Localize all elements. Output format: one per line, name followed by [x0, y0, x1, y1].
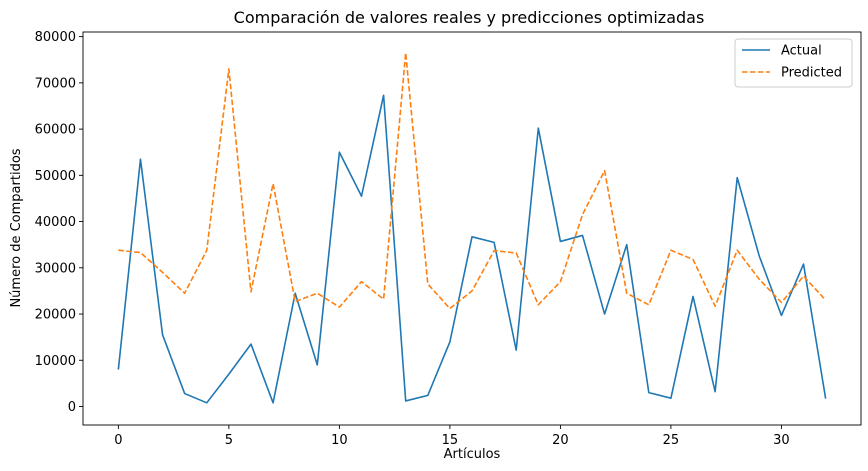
y-tick-label: 40000	[35, 215, 76, 230]
plot-frame	[82, 31, 862, 426]
x-tick-label: 30	[773, 433, 790, 448]
legend-label-predicted: Predicted	[781, 66, 842, 81]
y-axis-label: Número de Compartidos	[9, 148, 24, 307]
x-tick-label: 20	[552, 433, 569, 448]
y-tick-label: 30000	[35, 261, 76, 276]
legend-label-actual: Actual	[781, 44, 822, 59]
y-tick-label: 80000	[35, 30, 76, 45]
x-axis-label: Artículos	[444, 447, 501, 462]
x-tick-label: 10	[331, 433, 348, 448]
y-tick-label: 20000	[35, 308, 76, 323]
x-tick-label: 25	[663, 433, 680, 448]
y-tick-label: 70000	[35, 76, 76, 91]
y-tick-label: 0	[68, 400, 76, 415]
x-axis: 0 5 10 15 20 25 30	[114, 425, 790, 448]
series-line-actual	[117, 94, 827, 404]
y-tick-label: 60000	[35, 123, 76, 138]
legend: Actual Predicted	[734, 38, 853, 88]
y-tick-label: 10000	[35, 354, 76, 369]
x-tick-label: 15	[442, 433, 459, 448]
legend-box	[734, 38, 853, 88]
series-line-predicted	[118, 52, 827, 310]
series-layer	[117, 52, 827, 404]
y-tick-label: 50000	[35, 169, 76, 184]
y-axis: 0 10000 20000 30000 40000 50000 60000 70000 8000…	[35, 30, 83, 415]
x-tick-label: 0	[114, 433, 122, 448]
chart-title: Comparación de valores reales y predicci…	[234, 8, 705, 27]
x-tick-label: 5	[225, 433, 233, 448]
